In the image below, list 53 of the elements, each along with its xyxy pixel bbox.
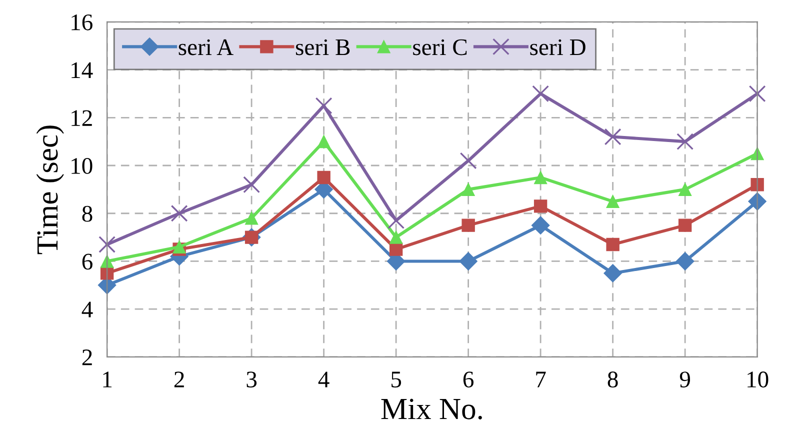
x-tick-label: 1 (103, 372, 112, 388)
point (750, 178, 764, 192)
y-tick-label: 6 (82, 254, 92, 270)
point (678, 182, 692, 196)
x-tick-label: 6 (463, 372, 474, 388)
point (604, 128, 622, 146)
point (317, 170, 330, 184)
point (534, 170, 548, 184)
legend-label: seri C (413, 39, 467, 56)
y-axis-title: Time (sec) (36, 126, 64, 254)
point (748, 85, 766, 102)
point (748, 192, 767, 211)
point (676, 133, 694, 150)
point (315, 97, 332, 114)
y-tick-label: 14 (72, 62, 93, 78)
point (170, 204, 188, 222)
x-axis-title: Mix No. (381, 398, 482, 420)
point (98, 236, 116, 253)
point (172, 240, 186, 254)
x-tick-label: 5 (392, 372, 402, 388)
point (243, 176, 260, 194)
x-tick-label: 3 (246, 372, 257, 388)
y-tick-label: 10 (72, 158, 92, 174)
point (531, 216, 550, 235)
y-tick-label: 4 (82, 302, 93, 318)
point (604, 264, 622, 282)
point (244, 212, 258, 225)
x-tick-label: 9 (680, 372, 690, 388)
point (606, 238, 620, 252)
legend-label: seri A (178, 39, 234, 56)
y-tick-label: 8 (82, 206, 92, 222)
point (389, 230, 403, 244)
legend-label: seri D (530, 39, 586, 56)
y-tick-label: 16 (72, 14, 92, 30)
point (462, 182, 475, 196)
y-tick-label: 12 (72, 110, 92, 126)
point (389, 242, 403, 256)
x-tick-label: 2 (174, 372, 184, 388)
x-tick-label: 7 (536, 372, 546, 388)
point (459, 252, 478, 270)
point (462, 218, 475, 232)
point (388, 212, 405, 230)
y-tick-label: 2 (82, 350, 92, 366)
point (606, 194, 620, 208)
point (676, 252, 694, 270)
x-tick-label: 4 (318, 372, 330, 388)
legend-label: seri B (296, 39, 350, 56)
x-tick-label: 8 (608, 372, 618, 388)
point (317, 134, 330, 148)
x-tick-label: 10 (748, 372, 768, 388)
point (534, 200, 548, 213)
point (678, 218, 692, 232)
point (532, 85, 550, 102)
